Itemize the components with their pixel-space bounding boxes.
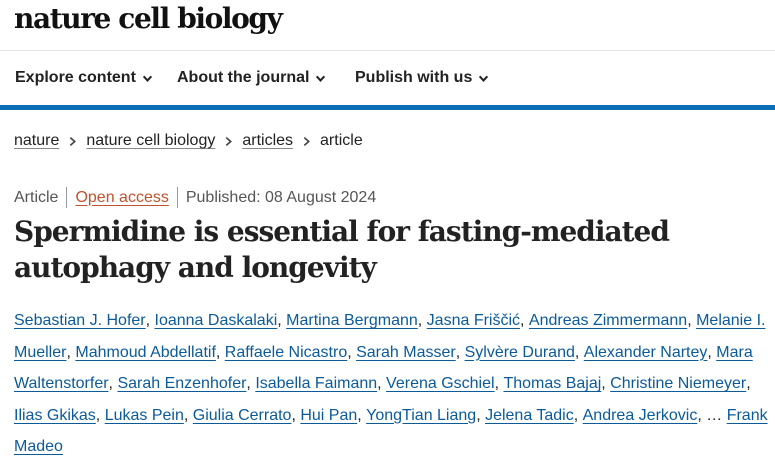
- nav-about-journal-label: About the journal: [177, 69, 310, 86]
- author-item: Isabella Faimann: [255, 375, 377, 392]
- author-link[interactable]: Thomas Bajaj: [503, 375, 602, 392]
- author-item: Martina Bergmann: [286, 312, 418, 329]
- author-link[interactable]: Jasna Friščić: [426, 312, 521, 329]
- author-link[interactable]: Ilias Gkikas: [14, 406, 96, 424]
- meta-divider: [176, 187, 178, 208]
- author-item: Sarah Masser: [356, 344, 456, 361]
- chevron-down-icon: [479, 75, 489, 82]
- author-link[interactable]: YongTian Liang: [366, 406, 477, 424]
- author-link[interactable]: Ioanna Daskalaki: [154, 312, 278, 329]
- author-link[interactable]: Verena Gschiel: [386, 375, 495, 392]
- author-item: Giulia Cerrato: [193, 407, 292, 424]
- author-link[interactable]: Hui Pan: [300, 406, 358, 424]
- author-item: Alexander Nartey: [584, 344, 708, 361]
- breadcrumb: nature nature cell biology articles arti…: [14, 132, 363, 150]
- nav-about-journal[interactable]: About the journal: [177, 69, 326, 87]
- author-link[interactable]: Raffaele Nicastro: [224, 343, 348, 361]
- chevron-down-icon: [142, 75, 152, 82]
- author-link[interactable]: Sarah Masser: [356, 343, 456, 361]
- author-link[interactable]: Andrea Jerkovic: [582, 406, 698, 424]
- nav-publish-with-us[interactable]: Publish with us: [355, 69, 489, 87]
- author-item: Raffaele Nicastro: [225, 344, 347, 361]
- accent-bar: [0, 105, 775, 110]
- author-link[interactable]: Sarah Enzenhofer: [117, 375, 247, 392]
- author-link[interactable]: Sebastian J. Hofer: [14, 312, 146, 329]
- author-item: Hui Pan: [300, 407, 357, 424]
- author-item: Jelena Tadic: [485, 407, 574, 424]
- author-item: Sylvère Durand: [465, 344, 575, 361]
- article-type: Article: [14, 188, 59, 206]
- author-link[interactable]: Mara Waltenstorfer: [14, 343, 753, 393]
- main-nav: Explore content About the journal Publis…: [0, 51, 775, 105]
- author-item: Mahmoud Abdellatif: [75, 344, 216, 361]
- author-item: Ilias Gkikas: [14, 407, 96, 424]
- author-link[interactable]: Jelena Tadic: [485, 406, 574, 424]
- author-link[interactable]: Alexander Nartey: [583, 343, 708, 361]
- author-item: Andreas Zimmermann: [529, 312, 687, 329]
- open-access-link[interactable]: Open access: [75, 188, 169, 206]
- author-item: Melanie I. Mueller: [14, 312, 765, 361]
- meta-divider: [66, 187, 68, 208]
- author-link[interactable]: Andreas Zimmermann: [528, 312, 688, 329]
- journal-logo[interactable]: nature cell biology: [14, 2, 283, 35]
- author-item: Sarah Enzenhofer: [117, 375, 246, 392]
- nav-explore-content[interactable]: Explore content: [15, 69, 153, 87]
- author-link[interactable]: Martina Bergmann: [286, 312, 418, 329]
- author-item: Mara Waltenstorfer: [14, 344, 753, 393]
- breadcrumb-articles[interactable]: articles: [242, 132, 294, 149]
- author-link[interactable]: Christine Niemeyer: [610, 375, 747, 392]
- publish-date: Published: 08 August 2024: [185, 188, 377, 206]
- author-item: Andrea Jerkovic: [583, 407, 698, 424]
- author-item: Verena Gschiel: [386, 375, 495, 392]
- author-item: Thomas Bajaj: [503, 375, 601, 392]
- author-item: Jasna Friščić: [427, 312, 520, 329]
- author-list: Sebastian J. Hofer, Ioanna Daskalaki, Ma…: [14, 312, 768, 455]
- author-item: Christine Niemeyer: [610, 375, 746, 392]
- author-link[interactable]: Mahmoud Abdellatif: [75, 343, 216, 361]
- chevron-right-icon: [215, 136, 242, 147]
- author-item: Ioanna Daskalaki: [155, 312, 278, 329]
- author-link[interactable]: Melanie I. Mueller: [14, 312, 766, 361]
- author-item: Lukas Pein: [105, 407, 184, 424]
- author-link[interactable]: Isabella Faimann: [255, 375, 378, 392]
- author-item: YongTian Liang: [366, 407, 476, 424]
- more-authors-ellipsis[interactable]: …: [706, 406, 723, 424]
- breadcrumb-journal[interactable]: nature cell biology: [86, 132, 216, 149]
- chevron-right-icon: [59, 136, 86, 147]
- author-link[interactable]: Giulia Cerrato: [192, 406, 292, 424]
- author-link[interactable]: Lukas Pein: [104, 406, 184, 424]
- author-link[interactable]: Sylvère Durand: [464, 343, 575, 361]
- breadcrumb-nature[interactable]: nature: [14, 132, 60, 149]
- breadcrumb-current: article: [320, 132, 363, 149]
- nav-publish-with-us-label: Publish with us: [355, 69, 473, 86]
- chevron-right-icon: [293, 136, 320, 147]
- author-item: Sebastian J. Hofer: [14, 312, 146, 329]
- article-meta: Article Open access Published: 08 August…: [14, 187, 376, 208]
- nav-explore-content-label: Explore content: [15, 69, 136, 86]
- article-title: Spermidine is essential for fasting-medi…: [14, 215, 670, 284]
- chevron-down-icon: [316, 75, 326, 82]
- site-header: nature cell biology: [0, 0, 775, 51]
